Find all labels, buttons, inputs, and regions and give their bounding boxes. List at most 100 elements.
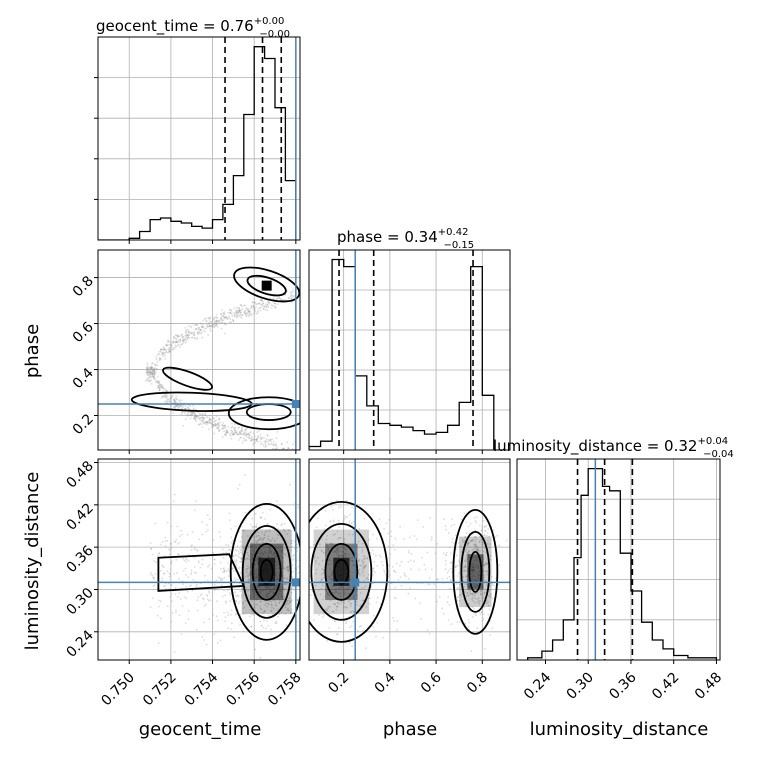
sample-point <box>151 363 153 365</box>
sample-point <box>178 404 181 407</box>
sample-point <box>184 338 187 340</box>
sample-point <box>266 593 269 596</box>
sample-point <box>288 567 291 569</box>
sample-point <box>217 319 220 322</box>
sample-point <box>230 426 233 429</box>
sample-point <box>352 564 355 567</box>
sample-point <box>486 584 488 587</box>
sample-point <box>167 348 170 351</box>
sample-point <box>344 605 347 608</box>
sample-point <box>260 303 263 306</box>
grid-layer <box>98 37 720 660</box>
sample-point <box>266 303 269 306</box>
sample-point <box>458 541 460 544</box>
sample-point <box>330 505 333 508</box>
sample-point <box>250 558 253 561</box>
sample-point <box>259 656 262 659</box>
sample-point <box>264 518 266 520</box>
sample-point <box>395 562 398 565</box>
sample-point <box>473 594 476 597</box>
sample-point <box>484 530 487 532</box>
sample-point <box>270 609 273 612</box>
sample-point <box>274 302 277 305</box>
sample-point <box>269 591 271 594</box>
sample-point <box>206 421 209 424</box>
sample-point <box>264 439 267 442</box>
sample-point <box>145 366 148 369</box>
sample-point <box>215 324 218 327</box>
sample-point <box>242 613 245 615</box>
sample-point <box>265 445 268 447</box>
sample-point <box>291 296 294 299</box>
sample-point <box>150 383 153 385</box>
sample-point <box>177 334 179 336</box>
sample-point <box>218 417 221 420</box>
sample-point <box>337 554 340 557</box>
sample-point <box>265 306 268 308</box>
sample-point <box>355 589 358 592</box>
sample-point <box>424 568 427 571</box>
sample-point <box>328 520 331 523</box>
sample-point <box>208 324 211 327</box>
sample-point <box>183 338 186 341</box>
sample-point <box>184 331 187 334</box>
sample-point <box>290 612 292 614</box>
sample-point <box>249 615 251 618</box>
sample-point <box>232 433 235 436</box>
sample-point <box>245 570 248 572</box>
sample-point <box>243 439 245 442</box>
sample-point <box>165 396 168 399</box>
x-tick-label: 0.758 <box>265 670 305 710</box>
sample-point <box>245 586 248 589</box>
sample-point <box>185 418 187 420</box>
sample-point <box>217 423 220 426</box>
sample-point <box>186 334 189 336</box>
sample-point <box>363 568 365 570</box>
sample-point <box>248 311 251 314</box>
sample-point <box>151 367 153 369</box>
xlabel-luminosity-distance: luminosity_distance <box>530 719 709 740</box>
sample-point <box>193 334 195 337</box>
sample-point <box>312 619 315 622</box>
sample-point <box>205 317 207 320</box>
sample-point <box>279 590 282 593</box>
x-tick-label: 0.24 <box>521 669 554 702</box>
sample-point <box>283 543 286 545</box>
sample-point <box>276 596 279 599</box>
sample-point <box>178 614 181 617</box>
sample-point <box>427 583 429 586</box>
sample-point <box>153 584 156 586</box>
sample-point <box>273 587 275 590</box>
sample-point <box>423 563 426 566</box>
sample-point <box>393 620 396 622</box>
sample-point <box>462 576 465 578</box>
sample-point <box>464 564 467 566</box>
sample-point <box>177 344 180 346</box>
sample-point <box>195 583 198 586</box>
sample-point <box>291 599 293 602</box>
sample-point <box>274 584 277 587</box>
sample-point <box>350 602 353 605</box>
sample-point <box>388 564 390 567</box>
sample-point <box>483 574 486 577</box>
sample-point <box>155 368 157 371</box>
sample-point <box>270 590 273 592</box>
sample-point <box>280 611 283 614</box>
sample-point <box>226 431 229 433</box>
sample-point <box>339 505 342 508</box>
sample-point <box>343 552 346 554</box>
sample-point <box>236 314 238 317</box>
sample-point <box>363 558 366 560</box>
sample-point <box>177 339 180 342</box>
sample-point <box>239 431 241 434</box>
sample-point <box>261 305 264 307</box>
sample-point <box>167 588 170 590</box>
sample-point <box>227 431 230 434</box>
sample-point <box>413 535 416 537</box>
sample-point <box>195 415 198 418</box>
sample-point <box>166 344 169 347</box>
sample-point <box>205 416 208 419</box>
sample-point <box>224 620 227 623</box>
sample-point <box>489 584 492 587</box>
sample-point <box>230 528 233 530</box>
